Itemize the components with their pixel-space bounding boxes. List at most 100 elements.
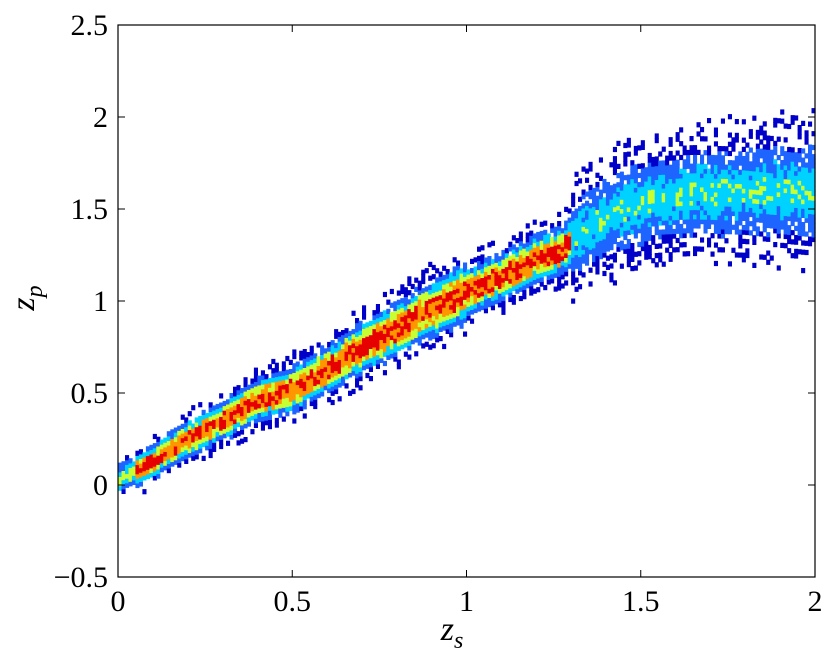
heatmap-cell — [710, 205, 715, 211]
heatmap-cell — [379, 334, 384, 340]
heatmap-cell — [264, 410, 269, 417]
heatmap-cell — [334, 361, 339, 367]
heatmap-cell — [403, 351, 408, 357]
heatmap-cell — [773, 122, 778, 128]
heatmap-cell — [351, 361, 356, 367]
heatmap-cell — [487, 288, 492, 294]
heatmap-cell — [724, 173, 729, 179]
heatmap-cell — [675, 187, 680, 193]
heatmap-cell — [720, 215, 725, 221]
heatmap-cell — [522, 284, 527, 291]
heatmap-cell — [201, 423, 206, 429]
heatmap-cell — [313, 371, 318, 377]
heatmap-cell — [665, 187, 670, 193]
heatmap-cell — [487, 256, 492, 262]
heatmap-cell — [497, 274, 502, 280]
heatmap-cell — [717, 146, 722, 152]
heatmap-cell — [348, 358, 353, 364]
heatmap-cell — [658, 188, 663, 194]
heatmap-cell — [407, 299, 412, 305]
heatmap-cell — [546, 261, 551, 267]
heatmap-cell — [693, 204, 698, 211]
heatmap-cell — [466, 297, 471, 303]
heatmap-cell — [191, 428, 196, 434]
heatmap-cell — [564, 262, 569, 268]
heatmap-cell — [776, 201, 781, 207]
heatmap-cell — [790, 179, 795, 185]
heatmap-cell — [473, 284, 478, 291]
heatmap-cell — [696, 200, 701, 206]
heatmap-cell — [787, 211, 792, 217]
heatmap-cell — [626, 257, 631, 263]
heatmap-cell — [501, 249, 506, 256]
heatmap-cell — [355, 368, 360, 374]
heatmap-cell — [745, 211, 750, 217]
heatmap-cell — [585, 223, 590, 229]
heatmap-cell — [463, 303, 468, 310]
heatmap-cell — [529, 285, 534, 291]
heatmap-cell — [585, 200, 590, 206]
heatmap-cell — [302, 372, 307, 378]
heatmap-cell — [299, 387, 304, 393]
heatmap-cell — [180, 442, 185, 448]
heatmap-cell — [539, 244, 544, 250]
heatmap-cell — [762, 171, 767, 178]
heatmap-cell — [543, 243, 548, 249]
heatmap-cell — [532, 288, 537, 294]
heatmap-cell — [661, 234, 666, 240]
heatmap-cell — [501, 254, 506, 260]
heatmap-cell — [355, 373, 360, 379]
heatmap-cell — [630, 206, 635, 212]
heatmap-cell — [403, 305, 408, 311]
heatmap-cell — [504, 261, 509, 268]
heatmap-cell — [452, 298, 457, 304]
heatmap-cell — [710, 191, 715, 197]
heatmap-cell — [605, 228, 610, 234]
heatmap-cell — [605, 191, 610, 197]
heatmap-cell — [260, 416, 265, 422]
heatmap-cell — [205, 445, 210, 451]
heatmap-cell — [145, 464, 150, 470]
heatmap-cell — [675, 150, 680, 156]
heatmap-cell — [602, 247, 607, 254]
heatmap-cell — [525, 232, 530, 238]
heatmap-cell — [253, 390, 258, 396]
heatmap-cell — [755, 162, 760, 168]
heatmap-cell — [253, 372, 258, 378]
heatmap-cell — [776, 173, 781, 179]
heatmap-cell — [435, 314, 440, 320]
heatmap-cell — [658, 165, 663, 171]
heatmap-cell — [389, 334, 394, 341]
heatmap-cell — [246, 421, 251, 427]
heatmap-cell — [480, 245, 485, 251]
heatmap-cell — [226, 431, 231, 437]
heatmap-cell — [483, 266, 488, 272]
heatmap-cell — [654, 262, 659, 268]
heatmap-cell — [456, 283, 461, 289]
heatmap-cell — [320, 372, 325, 379]
heatmap-cell — [776, 136, 781, 142]
heatmap-cell — [783, 243, 788, 249]
heatmap-cell — [536, 264, 541, 270]
heatmap-cell — [724, 164, 729, 170]
heatmap-cell — [783, 201, 788, 207]
heatmap-cell — [522, 275, 527, 281]
heatmap-cell — [414, 305, 419, 311]
heatmap-cell — [811, 181, 816, 187]
heatmap-cell — [720, 155, 725, 161]
heatmap-cell — [118, 485, 123, 491]
heatmap-cell — [741, 252, 746, 258]
heatmap-cell — [320, 363, 325, 369]
heatmap-cell — [372, 351, 377, 357]
heatmap-cell — [727, 187, 732, 193]
heatmap-cell — [769, 209, 774, 215]
heatmap-cell — [578, 210, 583, 216]
heatmap-cell — [640, 181, 645, 187]
heatmap-cell — [661, 174, 666, 180]
heatmap-cell — [668, 173, 673, 180]
heatmap-cell — [285, 411, 290, 417]
heatmap-cell — [393, 347, 398, 353]
heatmap-cell — [811, 131, 816, 137]
heatmap-cell — [208, 448, 213, 454]
heatmap-cell — [759, 125, 764, 131]
